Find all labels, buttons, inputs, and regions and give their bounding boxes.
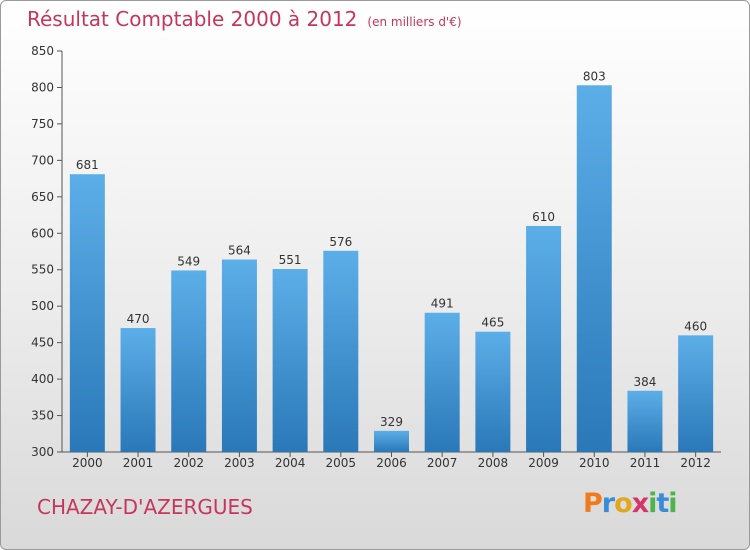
bar-2007 xyxy=(424,312,460,452)
city-name: CHAZAY-D'AZERGUES xyxy=(37,495,253,519)
bar-value-label: 803 xyxy=(583,69,606,83)
bar-2003 xyxy=(221,259,257,452)
bar-value-label: 491 xyxy=(431,297,454,311)
bar-value-label: 549 xyxy=(177,254,200,268)
bar-2001 xyxy=(120,328,156,452)
chart-title-text: Résultat Comptable 2000 à 2012 xyxy=(27,7,358,31)
bar-value-label: 465 xyxy=(481,316,504,330)
x-tick-label: 2008 xyxy=(478,456,509,470)
x-tick-label: 2010 xyxy=(579,456,610,470)
y-tick-label: 500 xyxy=(31,299,54,313)
bar-value-label: 576 xyxy=(329,235,352,249)
bar-2011 xyxy=(627,390,663,452)
x-tick-label: 2006 xyxy=(376,456,407,470)
bar-2000 xyxy=(69,174,105,452)
bar-2008 xyxy=(475,331,511,452)
y-tick-label: 750 xyxy=(31,117,54,131)
x-tick-label: 2012 xyxy=(680,456,711,470)
bar-value-label: 329 xyxy=(380,415,403,429)
y-tick-label: 700 xyxy=(31,153,54,167)
bar-value-label: 551 xyxy=(279,253,302,267)
x-tick-label: 2003 xyxy=(224,456,255,470)
bar-2010 xyxy=(576,85,612,452)
x-tick-label: 2005 xyxy=(326,456,357,470)
x-tick-label: 2007 xyxy=(427,456,458,470)
bar-value-label: 610 xyxy=(532,210,555,224)
x-tick-label: 2004 xyxy=(275,456,306,470)
y-tick-label: 600 xyxy=(31,226,54,240)
x-tick-label: 2009 xyxy=(528,456,559,470)
proxiti-logo: Proxiti xyxy=(583,488,678,519)
x-tick-label: 2002 xyxy=(173,456,204,470)
bar-2006 xyxy=(374,430,409,452)
bar-value-label: 384 xyxy=(634,375,657,389)
y-tick-label: 300 xyxy=(31,445,54,459)
x-tick-label: 2001 xyxy=(123,456,154,470)
y-tick-label: 800 xyxy=(31,80,54,94)
bar-2009 xyxy=(526,225,562,452)
y-tick-label: 550 xyxy=(31,263,54,277)
x-tick-label: 2000 xyxy=(72,456,103,470)
y-tick-label: 350 xyxy=(31,409,54,423)
y-tick-label: 850 xyxy=(31,44,54,58)
bar-2004 xyxy=(272,268,308,452)
bar-2012 xyxy=(678,335,714,452)
x-tick-label: 2011 xyxy=(630,456,661,470)
bar-value-label: 470 xyxy=(127,312,150,326)
chart-title: Résultat Comptable 2000 à 2012 (en millie… xyxy=(27,7,462,31)
y-tick-label: 450 xyxy=(31,336,54,350)
bar-value-label: 564 xyxy=(228,244,251,258)
bar-2005 xyxy=(323,250,359,452)
chart-unit: (en milliers d'€) xyxy=(367,15,462,29)
y-tick-label: 400 xyxy=(31,372,54,386)
bar-2002 xyxy=(171,270,207,452)
bar-value-label: 681 xyxy=(76,158,99,172)
y-tick-label: 650 xyxy=(31,190,54,204)
bar-value-label: 460 xyxy=(684,319,707,333)
